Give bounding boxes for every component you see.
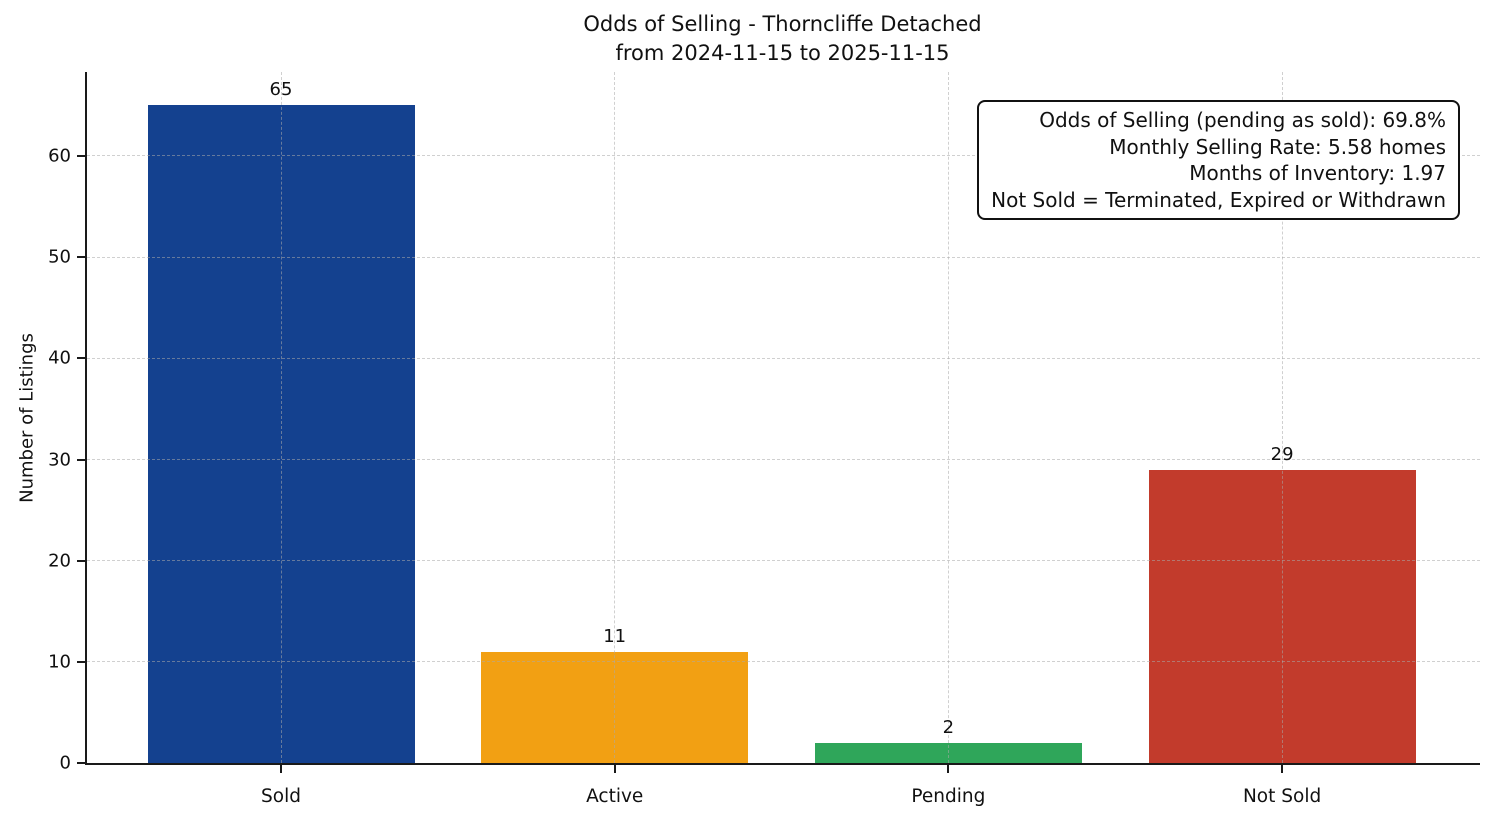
x-tick-mark-active (613, 765, 616, 773)
y-tick-mark-20 (77, 559, 85, 562)
gridline-h-60 (87, 155, 1480, 157)
y-tick-mark-40 (77, 357, 85, 360)
y-tick-label-50: 50 (48, 246, 71, 268)
bar-value-label-pending: 2 (942, 716, 955, 738)
chart-title: Odds of Selling - Thorncliffe Detached f… (85, 10, 1480, 68)
gridline-h-20 (87, 560, 1480, 562)
y-tick-mark-30 (77, 458, 85, 461)
y-tick-mark-0 (77, 762, 85, 764)
annotation-odds-of-selling: Odds of Selling (pending as sold): 69.8% (1039, 108, 1446, 132)
gridline-h-40 (87, 357, 1480, 359)
gridline-h-50 (87, 256, 1480, 258)
gridline-v-sold (280, 72, 282, 763)
gridline-h-30 (87, 459, 1480, 460)
y-tick-label-30: 30 (48, 449, 71, 470)
bar-value-label-not-sold: 29 (1270, 443, 1294, 465)
x-tick-label-sold: Sold (261, 786, 301, 807)
bar-value-label-active: 11 (603, 625, 627, 647)
y-tick-mark-50 (77, 256, 85, 259)
plot-area: Odds of Selling (pending as sold): 69.8%… (48, 72, 1480, 807)
chart-title-line-1: Odds of Selling - Thorncliffe Detached (583, 12, 982, 36)
x-tick-mark-sold (280, 765, 282, 773)
x-tick-label-not-sold: Not Sold (1242, 786, 1322, 807)
annotation-not-sold-definition: Not Sold = Terminated, Expired or Withdr… (991, 187, 1446, 212)
gridline-v-pending (947, 72, 949, 763)
gridline-h-10 (87, 661, 1480, 663)
bar-value-label-sold: 65 (269, 79, 293, 101)
x-tick-label-pending: Pending (911, 786, 986, 807)
x-tick-mark-pending (947, 765, 950, 773)
y-tick-label-60: 60 (48, 145, 71, 167)
y-axis-label: Number of Listings (16, 333, 38, 503)
y-tick-label-10: 10 (48, 651, 71, 673)
chart-title-line-2: from 2024-11-15 to 2025-11-15 (615, 41, 950, 65)
y-tick-label-0: 0 (59, 752, 71, 774)
x-tick-mark-not-sold (1281, 765, 1284, 773)
x-tick-label-active: Active (586, 786, 644, 807)
y-tick-mark-10 (77, 660, 85, 663)
y-tick-mark-60 (77, 154, 85, 157)
annotation-months-of-inventory: Months of Inventory: 1.97 (1189, 161, 1446, 185)
y-tick-label-40: 40 (48, 347, 71, 369)
stats-annotation-box: Odds of Selling (pending as sold): 69.8%… (977, 100, 1460, 220)
gridline-v-not-sold (1281, 72, 1283, 763)
gridline-v-active (614, 72, 616, 763)
annotation-monthly-selling-rate: Monthly Selling Rate: 5.58 homes (1109, 134, 1446, 159)
y-tick-label-20: 20 (48, 550, 71, 572)
